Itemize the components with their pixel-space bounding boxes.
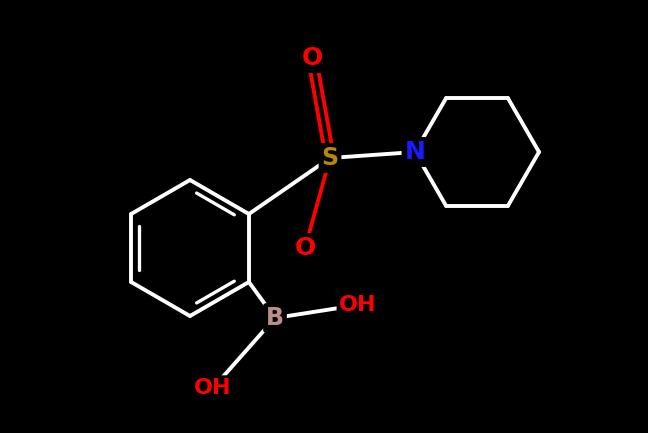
Text: OH: OH [340, 295, 376, 315]
Text: O: O [294, 236, 316, 260]
Text: S: S [321, 146, 338, 170]
Text: B: B [266, 306, 284, 330]
Text: N: N [404, 140, 426, 164]
Text: O: O [301, 46, 323, 70]
Text: OH: OH [194, 378, 232, 398]
